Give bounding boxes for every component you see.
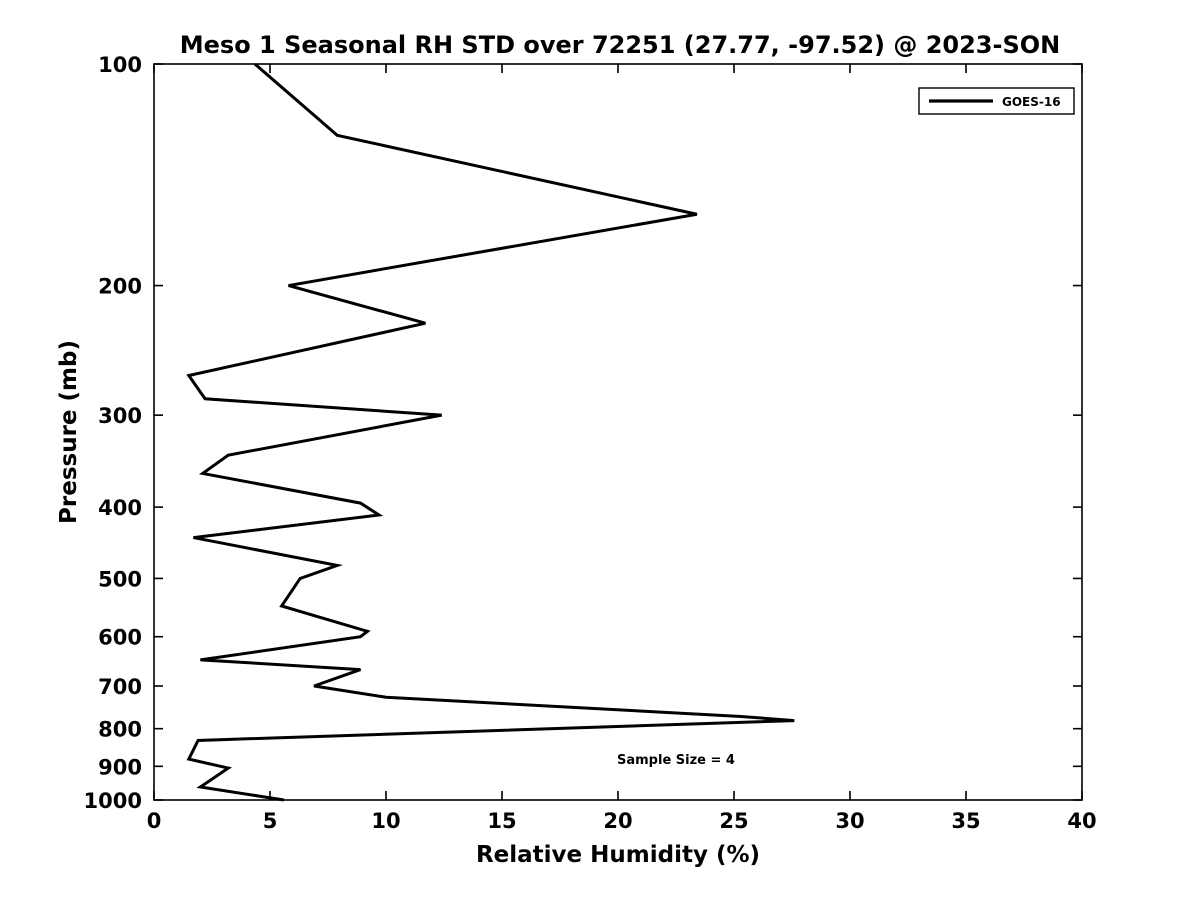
- data-line-goes-16: [186, 62, 795, 802]
- data-series-group: [186, 62, 795, 802]
- y-tick-label: 400: [98, 496, 142, 520]
- legend-label-goes16: GOES-16: [1002, 95, 1061, 109]
- x-tick-label: 10: [371, 809, 400, 833]
- y-tick-label: 500: [98, 567, 142, 591]
- x-tick-label: 35: [951, 809, 980, 833]
- y-tick-label: 600: [98, 626, 142, 650]
- x-tick-label: 0: [147, 809, 162, 833]
- y-tick-label: 100: [98, 53, 142, 77]
- x-axis-title: Relative Humidity (%): [476, 842, 760, 868]
- y-axis-title: Pressure (mb): [56, 340, 82, 524]
- y-tick-label: 200: [98, 275, 142, 299]
- sample-size-annotation: Sample Size = 4: [617, 753, 735, 768]
- y-axis: 100 200 300 400 500 600 700 800 900 1000: [84, 53, 1082, 813]
- x-tick-label: 15: [487, 809, 516, 833]
- y-tick-label: 1000: [84, 789, 142, 813]
- y-tick-label: 800: [98, 718, 142, 742]
- x-tick-label: 40: [1067, 809, 1096, 833]
- x-tick-label: 20: [603, 809, 632, 833]
- x-tick-label: 5: [263, 809, 278, 833]
- y-tick-label: 700: [98, 675, 142, 699]
- annotations-group: Sample Size = 4: [617, 753, 735, 768]
- y-tick-label: 900: [98, 755, 142, 779]
- plot-frame: [153, 63, 1083, 801]
- legend[interactable]: GOES-16: [918, 87, 1075, 115]
- x-tick-label: 30: [835, 809, 864, 833]
- x-tick-label: 25: [719, 809, 748, 833]
- y-tick-label: 300: [98, 404, 142, 428]
- chart-title: Meso 1 Seasonal RH STD over 72251 (27.77…: [180, 31, 1061, 59]
- x-axis: 0 5 10 15 20 25 30 35 40: [147, 64, 1097, 833]
